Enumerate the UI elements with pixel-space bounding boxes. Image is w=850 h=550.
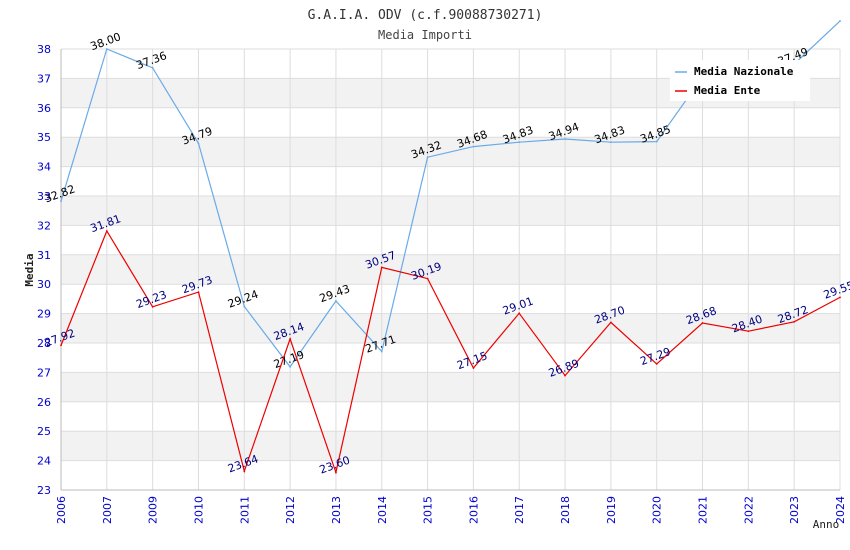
x-tick-label: 2023 [788, 496, 801, 524]
y-tick-label: 33 [37, 190, 51, 203]
x-tick-label: 2010 [192, 496, 205, 524]
x-tick-label: 2019 [605, 496, 618, 524]
data-point [518, 312, 521, 315]
data-point [380, 350, 383, 353]
grid-band [61, 254, 840, 285]
data-point [747, 330, 750, 333]
data-point [289, 337, 292, 340]
data-point [609, 141, 612, 144]
y-tick-label: 23 [37, 484, 51, 497]
grid-band [61, 372, 840, 402]
legend-box [670, 60, 810, 101]
series-line [60, 229, 841, 475]
data-point [472, 367, 475, 369]
x-tick-label: 2024 [834, 496, 847, 524]
y-tick-label: 31 [37, 249, 51, 262]
x-tick-label: 2006 [55, 496, 68, 524]
data-point [243, 305, 246, 308]
x-axis-label: Anno [813, 518, 840, 531]
y-tick-label: 24 [37, 455, 51, 468]
data-point [335, 300, 337, 302]
x-tick-label: 2015 [422, 496, 435, 524]
data-point [197, 142, 200, 145]
legend-label-ente: Media Ente [694, 84, 761, 97]
data-point [289, 365, 292, 368]
x-tick-label: 2014 [376, 496, 389, 524]
y-axis-ticks: 23 24 25 26 27 28 29 30 31 32 33 34 35 36 37 38 [37, 43, 51, 497]
y-tick-label: 25 [37, 425, 51, 438]
data-point [335, 471, 337, 474]
y-tick-label: 34 [37, 161, 51, 174]
y-tick-label: 29 [37, 308, 51, 321]
y-tick-label: 28 [37, 337, 51, 350]
data-point [839, 20, 841, 22]
x-tick-label: 2013 [330, 496, 343, 524]
x-tick-label: 2016 [467, 496, 480, 524]
y-tick-label: 38 [37, 43, 51, 56]
data-point [518, 141, 521, 144]
y-tick-label: 30 [37, 278, 51, 291]
x-tick-label: 2022 [742, 496, 755, 524]
x-tick-label: 2012 [284, 496, 297, 524]
data-point [472, 145, 475, 148]
y-tick-label: 36 [37, 102, 51, 115]
data-point [426, 156, 429, 159]
data-point [564, 374, 566, 377]
data-point [793, 320, 796, 323]
x-tick-label: 2020 [651, 496, 664, 524]
data-point [197, 291, 200, 294]
y-tick-label: 37 [37, 72, 51, 85]
data-point [655, 362, 658, 365]
data-point [60, 200, 62, 203]
y-tick-label: 27 [37, 366, 51, 379]
x-tick-label: 2021 [697, 496, 710, 524]
data-point [105, 230, 108, 232]
data-point [380, 266, 383, 269]
data-point [655, 140, 658, 143]
y-tick-label: 26 [37, 396, 51, 409]
data-point [426, 277, 429, 280]
legend: Media Nazionale Media Ente [670, 60, 810, 101]
x-tick-label: 2007 [101, 496, 114, 524]
x-tick-label: 2011 [238, 496, 251, 524]
x-tick-label: 2018 [559, 496, 572, 524]
data-point [151, 305, 154, 308]
legend-label-nazionale: Media Nazionale [694, 65, 794, 78]
grid-band [61, 196, 840, 226]
data-point [839, 296, 841, 299]
x-tick-label: 2009 [147, 496, 160, 524]
data-point [105, 48, 108, 50]
y-tick-label: 32 [37, 219, 51, 232]
data-point [609, 321, 612, 324]
data-point [701, 322, 704, 324]
chart-title: G.A.I.A. ODV (c.f.90088730271) [308, 8, 543, 23]
data-point [151, 66, 154, 69]
y-tick-label: 35 [37, 131, 51, 144]
chart-subtitle: Media Importi [378, 28, 472, 42]
x-axis-ticks: 2006 2007 2009 2010 2011 2012 2013 2014 2015 2016… [55, 496, 847, 524]
x-tick-label: 2017 [513, 496, 526, 524]
data-point [243, 470, 246, 473]
grid-band [61, 431, 840, 461]
y-axis-label: Media [23, 253, 36, 286]
grid-band [61, 313, 840, 343]
data-point [60, 344, 62, 347]
data-point [564, 138, 566, 140]
grid-bands [61, 78, 840, 461]
